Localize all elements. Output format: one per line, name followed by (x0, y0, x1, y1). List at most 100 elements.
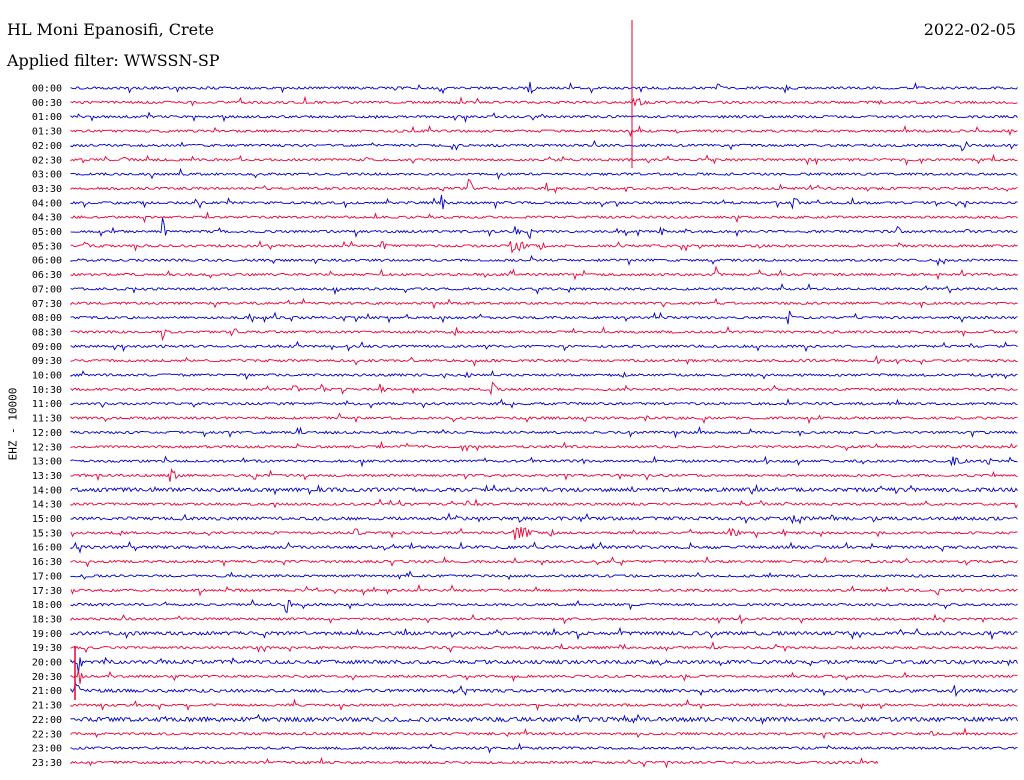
seismic-trace (70, 698, 1018, 712)
seismic-trace (70, 540, 1018, 554)
time-label: 02:30 (32, 155, 62, 166)
time-label: 19:00 (32, 629, 62, 640)
time-label: 01:00 (32, 112, 62, 123)
time-label: 10:30 (32, 385, 62, 396)
seismic-trace (70, 669, 1018, 684)
time-label: 13:30 (32, 471, 62, 482)
filter-label: Applied filter: WWSSN-SP (7, 51, 220, 70)
time-label: 12:30 (32, 442, 62, 453)
seismic-trace (70, 310, 1018, 325)
time-label: 15:00 (32, 514, 62, 525)
time-label: 14:00 (32, 485, 62, 496)
seismic-trace (70, 265, 1018, 281)
seismic-trace (70, 124, 1018, 138)
time-label: 04:30 (32, 213, 62, 224)
seismic-trace (70, 297, 1018, 310)
time-label: 21:00 (32, 686, 62, 697)
seismic-trace (70, 369, 1018, 381)
time-label: 17:30 (32, 586, 62, 597)
time-label: 11:30 (32, 414, 62, 425)
time-label: 05:30 (32, 241, 62, 252)
time-label: 05:00 (32, 227, 62, 238)
time-label: 02:00 (32, 141, 62, 152)
seismic-trace (70, 340, 1018, 353)
time-label: 23:30 (32, 758, 62, 769)
time-label: 12:00 (32, 428, 62, 439)
time-label: 16:30 (32, 557, 62, 568)
seismic-trace (70, 682, 1018, 698)
seismic-trace (70, 81, 1018, 95)
seismic-trace (70, 254, 1018, 267)
seismic-trace (70, 440, 1018, 453)
time-label: 06:00 (32, 256, 62, 267)
time-label: 08:30 (32, 327, 62, 338)
time-label: 22:30 (32, 729, 62, 740)
time-label: 07:00 (32, 284, 62, 295)
time-label: 21:30 (32, 701, 62, 712)
seismic-trace (70, 239, 1018, 254)
seismic-trace (70, 455, 1018, 468)
seismic-trace (70, 583, 1018, 597)
seismic-trace (70, 398, 1018, 409)
time-label: 15:30 (32, 528, 62, 539)
time-label: 08:00 (32, 313, 62, 324)
date-label: 2022-02-05 (923, 20, 1016, 39)
time-label: 07:30 (32, 299, 62, 310)
time-label: 19:30 (32, 643, 62, 654)
seismic-trace (70, 498, 1018, 509)
station-title: HL Moni Epanosifi, Crete (7, 20, 215, 39)
time-label: 01:30 (32, 127, 62, 138)
time-label: 14:30 (32, 500, 62, 511)
time-label: 13:00 (32, 457, 62, 468)
seismic-trace (70, 598, 1018, 614)
seismic-trace (70, 512, 1018, 525)
seismic-trace (70, 641, 1018, 654)
time-label: 00:00 (32, 84, 62, 95)
seismic-trace (70, 727, 1018, 740)
time-label: 00:30 (32, 98, 62, 109)
seismic-trace (70, 483, 1018, 496)
time-label: 03:30 (32, 184, 62, 195)
seismic-trace (70, 282, 1018, 296)
seismic-trace (70, 217, 1018, 240)
time-label: 03:00 (32, 170, 62, 181)
seismic-trace (70, 211, 1018, 224)
seismic-trace (70, 178, 1018, 194)
seismic-trace (70, 325, 1018, 342)
seismic-trace (70, 354, 1018, 367)
time-label: 04:00 (32, 198, 62, 209)
seismic-trace (70, 194, 1018, 210)
time-label: 10:00 (32, 371, 62, 382)
time-label: 23:00 (32, 744, 62, 755)
seismic-trace (70, 613, 1018, 625)
time-label: 09:00 (32, 342, 62, 353)
seismic-trace (70, 556, 1018, 568)
time-label: 18:00 (32, 600, 62, 611)
time-label: 18:30 (32, 614, 62, 625)
seismic-trace (70, 713, 1018, 726)
time-label: 16:00 (32, 543, 62, 554)
seismic-trace (70, 467, 1018, 482)
seismic-trace (70, 425, 1018, 439)
time-label: 22:00 (32, 715, 62, 726)
seismic-trace (70, 381, 1018, 396)
seismic-trace (70, 412, 1018, 425)
seismic-trace (70, 111, 1018, 124)
seismic-trace (70, 139, 1018, 152)
seismic-trace (70, 153, 1018, 167)
time-label: 09:30 (32, 356, 62, 367)
time-label: 20:00 (32, 658, 62, 669)
time-label: 20:30 (32, 672, 62, 683)
seismic-trace (70, 570, 1018, 581)
seismic-trace (70, 626, 1018, 641)
time-label: 11:00 (32, 399, 62, 410)
seismic-trace (70, 167, 1018, 180)
seismic-trace (70, 656, 1018, 674)
seismic-trace (70, 742, 1018, 754)
seismic-trace (70, 95, 1018, 107)
time-label: 06:30 (32, 270, 62, 281)
seismic-trace (70, 526, 1018, 541)
time-label: 17:00 (32, 571, 62, 582)
seismic-trace (70, 756, 879, 769)
